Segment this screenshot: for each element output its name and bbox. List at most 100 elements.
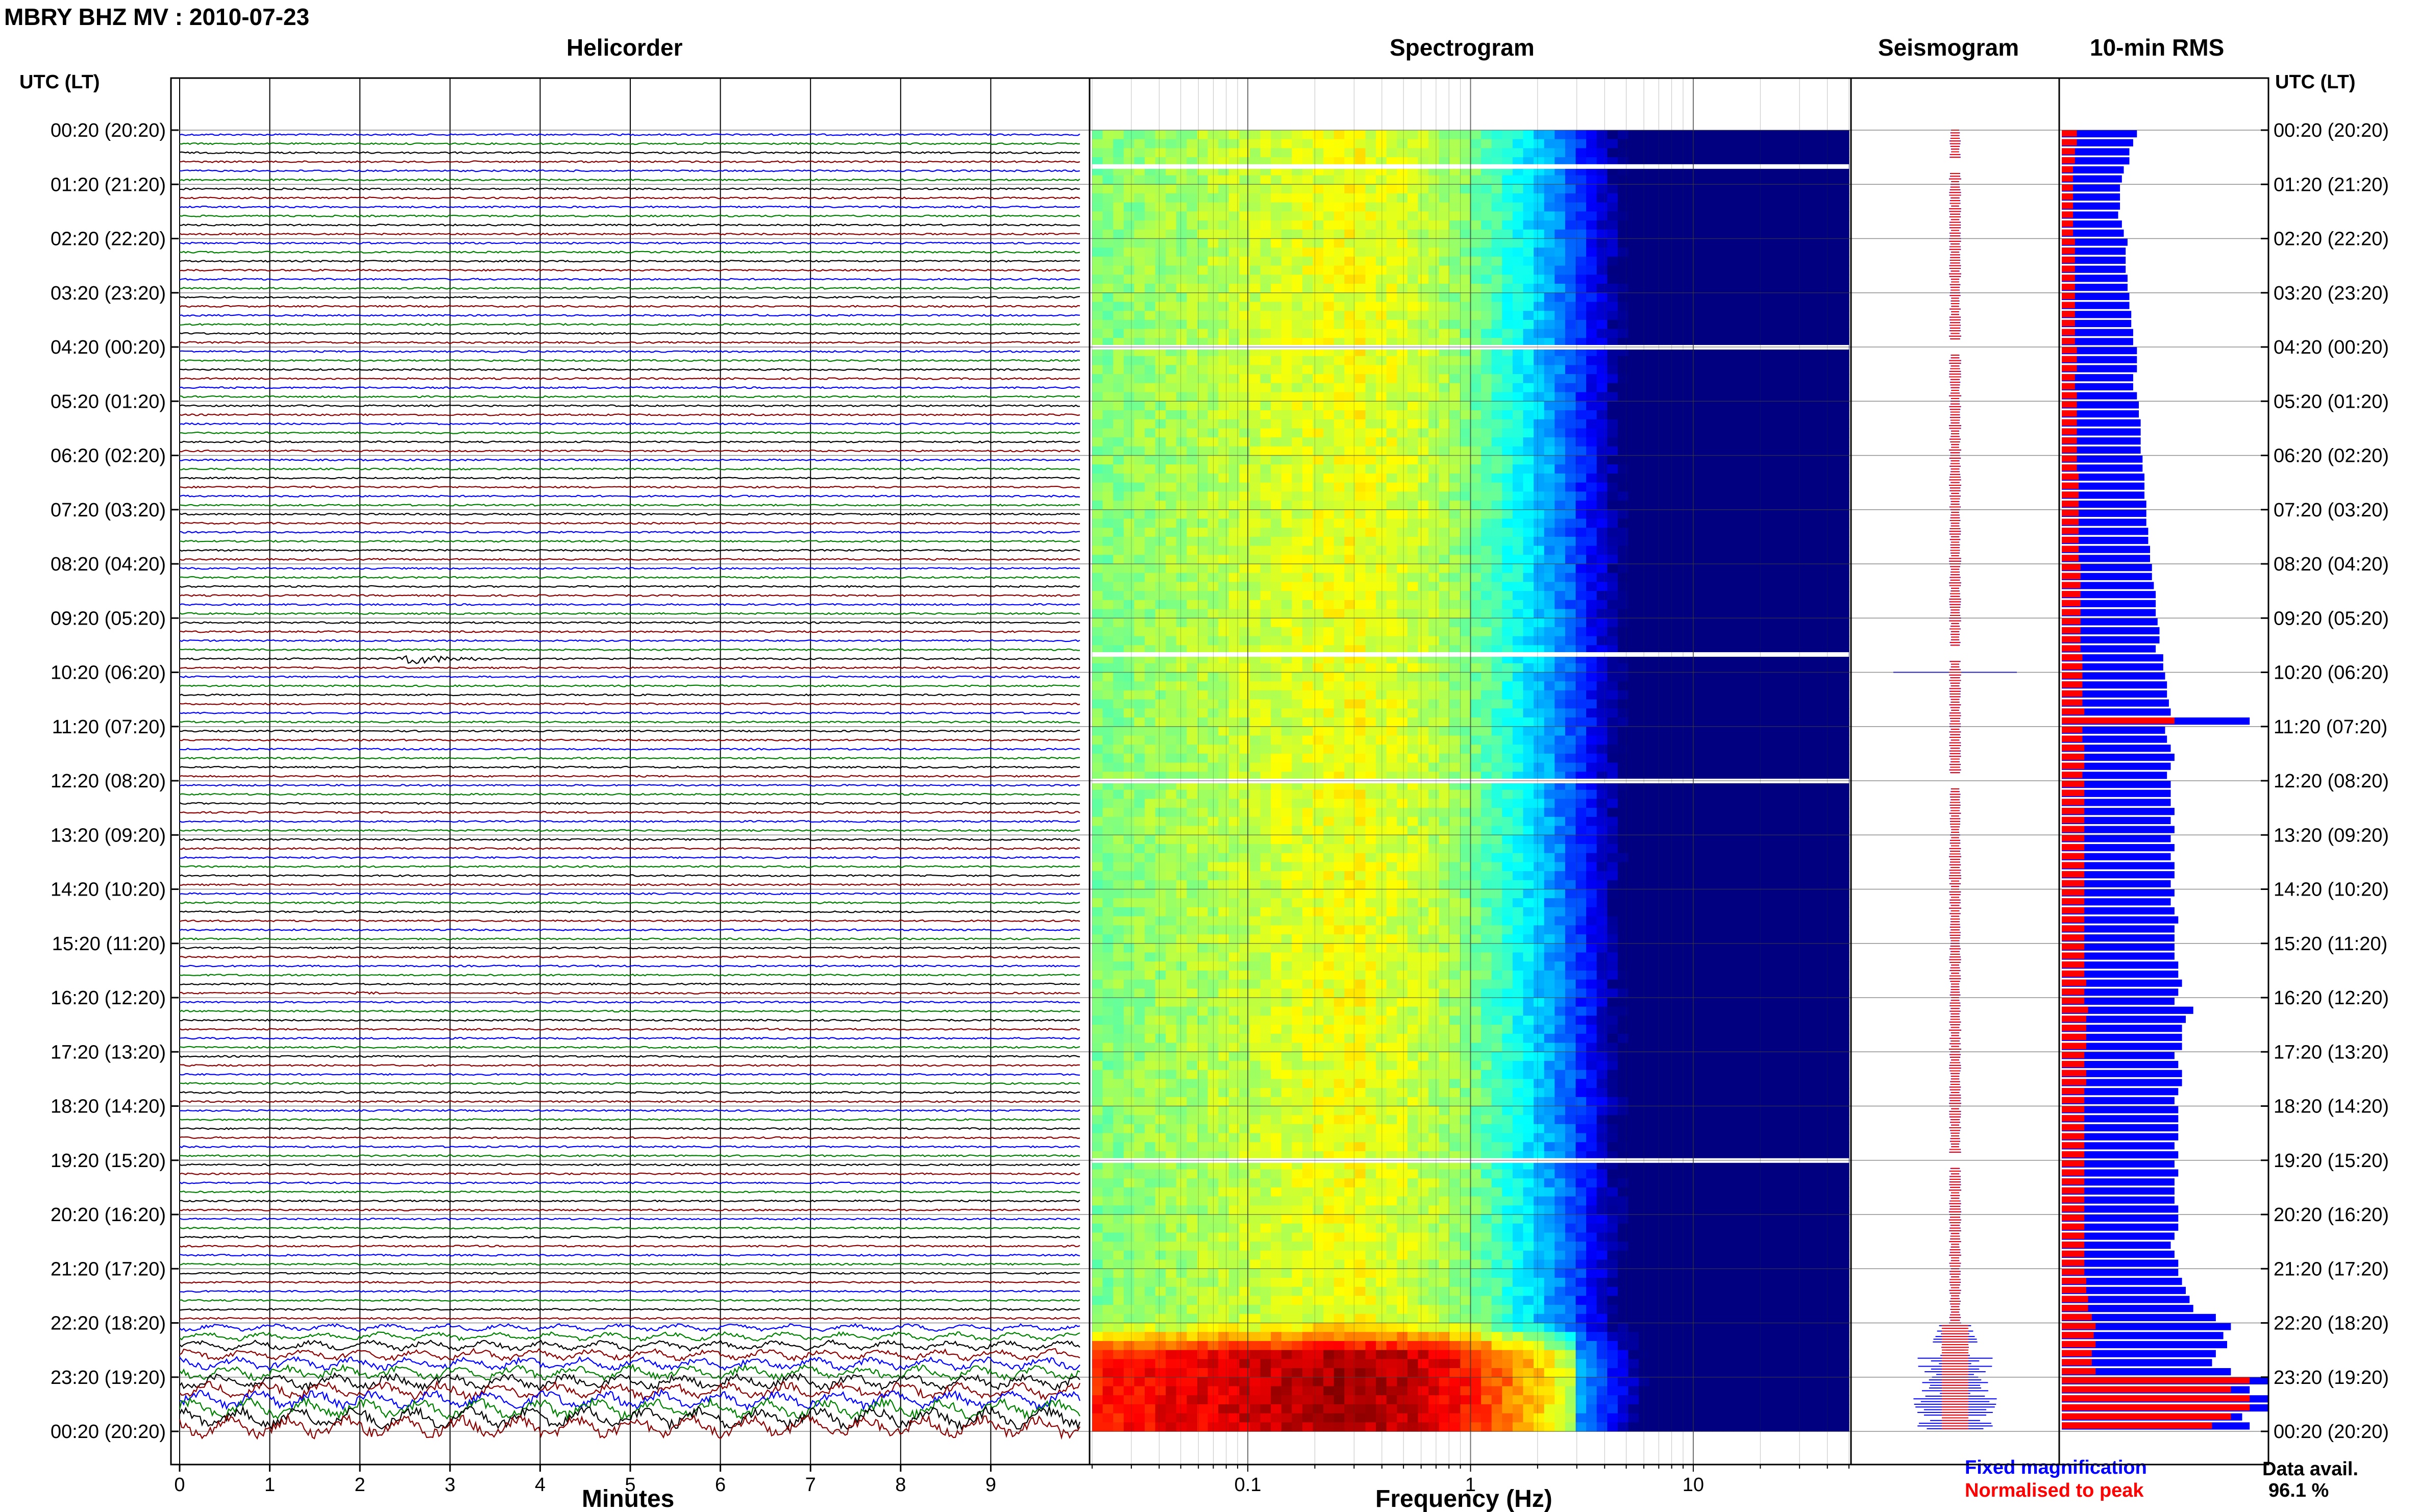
spectrogram-cell (1313, 374, 1324, 384)
spectrogram-cell (1565, 618, 1576, 628)
spectrogram-cell (1449, 636, 1461, 646)
spectrogram-cell (1197, 211, 1208, 221)
spectrogram-cell (1523, 419, 1534, 429)
spectrogram-cell (1113, 175, 1124, 185)
spectrogram-cell (1575, 573, 1587, 582)
spectrogram-cell (1534, 275, 1545, 284)
spectrogram-cell (1744, 311, 1755, 320)
spectrogram-cell (1628, 663, 1639, 673)
spectrogram-cell (1123, 491, 1135, 501)
spectrogram-cell (1302, 501, 1314, 510)
spectrogram-cell (1123, 365, 1135, 375)
spectrogram-cell (1691, 229, 1702, 239)
spectrogram-cell (1449, 482, 1461, 492)
spectrogram-cell (1260, 455, 1271, 465)
spectrogram-cell (1701, 672, 1713, 682)
spectrogram-cell (1523, 247, 1534, 257)
spectrogram-cell (1250, 699, 1261, 709)
spectrogram-cell (1376, 663, 1387, 673)
spectrogram-cell (1617, 464, 1629, 474)
spectrogram-cell (1187, 211, 1198, 221)
spectrogram-cell (1807, 220, 1818, 230)
spectrogram-cell (1197, 184, 1208, 194)
spectrogram-cell (1628, 681, 1639, 691)
spectrogram-cell (1418, 717, 1429, 727)
spectrogram-cell (1418, 356, 1429, 365)
spectrogram-cell (1544, 419, 1556, 429)
spectrogram-cell (1187, 627, 1198, 637)
spectrogram-cell (1660, 681, 1671, 691)
spectrogram-cell (1491, 157, 1503, 167)
spectrogram-cell (1744, 211, 1755, 221)
spectrogram-cell (1712, 600, 1723, 610)
spectrogram-cell (1418, 392, 1429, 402)
spectrogram-cell (1376, 229, 1387, 239)
spectrogram-cell (1670, 247, 1682, 257)
spectrogram-cell (1449, 627, 1461, 637)
spectrogram-cell (1386, 220, 1398, 230)
spectrogram-cell (1271, 302, 1282, 311)
spectrogram-cell (1292, 175, 1303, 185)
spectrogram-cell (1544, 292, 1556, 303)
spectrogram-cell (1786, 446, 1797, 456)
spectrogram-cell (1754, 555, 1765, 564)
spectrogram-cell (1828, 392, 1839, 402)
spectrogram-cell (1439, 482, 1450, 492)
spectrogram-cell (1207, 672, 1219, 682)
spectrogram-cell (1712, 518, 1723, 528)
spectrogram-cell (1428, 292, 1440, 303)
spectrogram-cell (1502, 202, 1513, 212)
spectrogram-cell (1481, 600, 1492, 610)
spectrogram-cell (1617, 302, 1629, 311)
spectrogram-cell (1607, 672, 1618, 682)
spectrogram-cell (1145, 528, 1156, 537)
spectrogram-cell (1544, 148, 1556, 158)
spectrogram-cell (1628, 600, 1639, 610)
spectrogram-cell (1439, 247, 1450, 257)
spectrogram-cell (1449, 356, 1461, 365)
spectrogram-cell (1796, 229, 1808, 239)
spectrogram-cell (1302, 618, 1314, 628)
spectrogram-cell (1449, 193, 1461, 203)
spectrogram-cell (1481, 319, 1492, 330)
spectrogram-cell (1544, 726, 1556, 736)
spectrogram-cell (1281, 636, 1293, 646)
spectrogram-cell (1586, 717, 1597, 727)
spectrogram-cell (1575, 591, 1587, 601)
spectrogram-cell (1397, 329, 1408, 338)
spectrogram-cell (1712, 591, 1723, 601)
spectrogram-cell (1534, 464, 1545, 474)
spectrogram-cell (1817, 229, 1829, 239)
spectrogram-cell (1365, 555, 1376, 564)
spectrogram-cell (1449, 392, 1461, 402)
spectrogram-cell (1470, 672, 1482, 682)
spectrogram-cell (1397, 365, 1408, 375)
spectrogram-cell (1344, 708, 1355, 718)
spectrogram-cell (1239, 564, 1250, 574)
spectrogram-cell (1817, 501, 1829, 510)
spectrogram-cell (1733, 247, 1744, 257)
spectrogram-cell (1092, 365, 1103, 375)
spectrogram-cell (1722, 636, 1734, 646)
legend-normalised-to-peak: Normalised to peak (1965, 1480, 2144, 1501)
spectrogram-cell (1218, 365, 1229, 375)
spectrogram-cell (1481, 573, 1492, 582)
helicorder-trace-row (179, 1127, 1080, 1130)
spectrogram-cell (1145, 410, 1156, 420)
spectrogram-cell (1796, 509, 1808, 519)
spectrogram-cell (1145, 329, 1156, 338)
spectrogram-cell (1502, 437, 1513, 447)
spectrogram-cell (1334, 428, 1345, 438)
spectrogram-cell (1187, 672, 1198, 682)
spectrogram-cell (1544, 681, 1556, 691)
spectrogram-cell (1397, 473, 1408, 483)
spectrogram-cell (1292, 726, 1303, 736)
spectrogram-cell (1365, 591, 1376, 601)
spectrogram-cell (1660, 672, 1671, 682)
spectrogram-cell (1250, 600, 1261, 610)
helicorder-trace-row (179, 1046, 1080, 1049)
spectrogram-cell (1344, 582, 1355, 591)
spectrogram-cell (1207, 582, 1219, 591)
spectrogram-cell (1491, 292, 1503, 303)
spectrogram-cell (1754, 482, 1765, 492)
